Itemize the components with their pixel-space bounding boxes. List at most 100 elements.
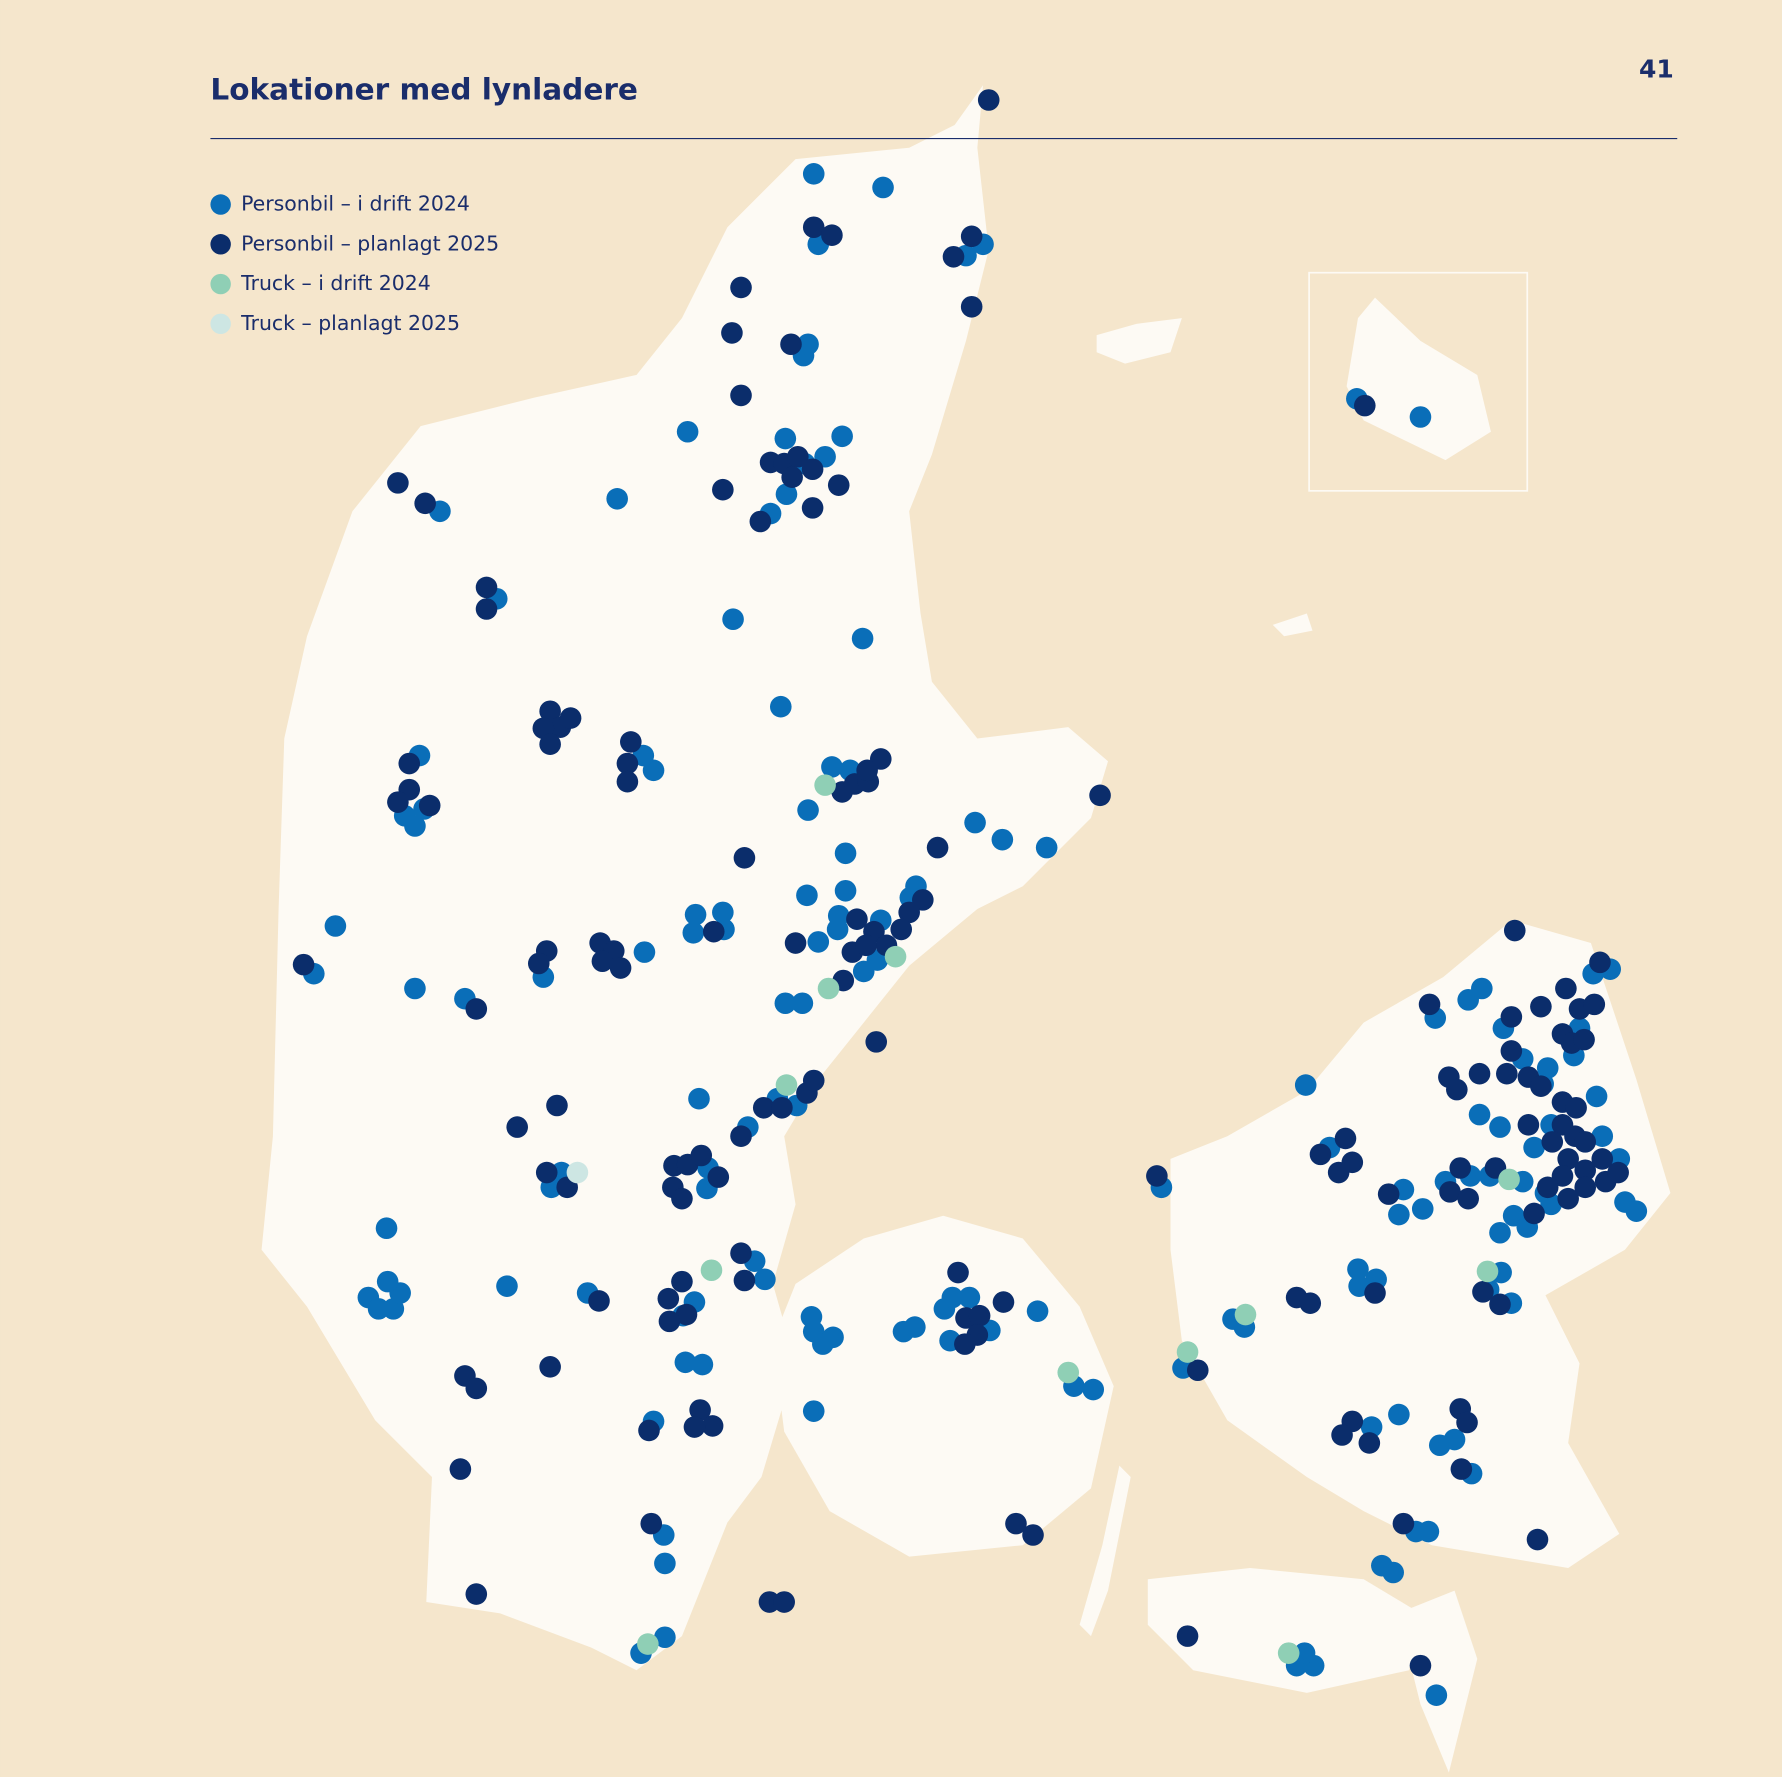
location-marker	[682, 922, 705, 944]
location-marker	[1176, 1625, 1199, 1647]
location-marker	[791, 992, 814, 1015]
location-marker	[414, 492, 436, 515]
location-marker	[1496, 1062, 1518, 1085]
legend-label: Truck – planlagt 2025	[240, 311, 460, 335]
location-marker	[1589, 951, 1611, 974]
location-marker	[1082, 1378, 1105, 1401]
location-marker	[1573, 1028, 1595, 1051]
location-marker	[683, 1416, 706, 1438]
location-marker	[1388, 1203, 1410, 1226]
location-marker	[752, 1096, 775, 1119]
location-marker	[689, 1399, 711, 1421]
location-marker	[758, 1591, 781, 1613]
location-marker	[1457, 1187, 1479, 1210]
location-marker	[1476, 1260, 1499, 1283]
location-marker	[912, 889, 934, 911]
location-marker	[802, 1069, 825, 1092]
location-marker	[404, 977, 426, 1000]
location-marker	[292, 953, 315, 976]
location-marker	[671, 1270, 693, 1293]
location-marker	[588, 1290, 610, 1312]
location-marker	[606, 487, 628, 510]
location-marker	[684, 903, 707, 926]
location-marker	[1417, 1520, 1440, 1543]
location-marker	[674, 1351, 697, 1374]
location-marker	[506, 1116, 528, 1138]
location-marker	[774, 992, 797, 1015]
location-marker	[1523, 1136, 1545, 1159]
location-marker	[1489, 1116, 1511, 1138]
location-marker	[1472, 1281, 1494, 1303]
location-marker	[942, 245, 965, 268]
location-marker	[1557, 1187, 1579, 1210]
location-marker	[1334, 1127, 1357, 1150]
location-marker	[780, 333, 802, 356]
funen	[772, 1215, 1114, 1557]
location-marker	[941, 1286, 964, 1309]
legend-swatch	[210, 313, 231, 335]
location-marker	[771, 1096, 793, 1119]
location-marker	[796, 884, 818, 907]
location-marker	[449, 1458, 472, 1480]
location-marker	[701, 1415, 724, 1437]
location-marker	[1530, 995, 1552, 1018]
location-marker	[475, 576, 498, 599]
location-marker	[1500, 1040, 1523, 1062]
location-marker	[991, 828, 1014, 851]
location-marker	[1574, 1131, 1597, 1153]
location-marker	[1591, 1148, 1614, 1170]
location-marker	[960, 295, 983, 318]
location-marker	[831, 425, 853, 448]
location-marker	[774, 427, 797, 450]
location-marker	[801, 497, 824, 519]
location-marker	[890, 918, 913, 941]
location-marker	[1364, 1282, 1386, 1304]
legend-swatch	[210, 273, 231, 295]
location-marker	[1299, 1292, 1322, 1315]
location-marker	[964, 811, 986, 834]
location-marker	[730, 276, 752, 299]
location-marker	[1468, 1062, 1491, 1085]
location-marker	[566, 1161, 589, 1184]
location-marker	[324, 915, 347, 937]
location-marker	[465, 1377, 488, 1400]
location-marker	[1523, 1202, 1545, 1225]
legend-swatch	[210, 194, 231, 215]
location-marker	[821, 224, 843, 246]
anholt	[1272, 613, 1313, 637]
location-marker	[807, 931, 830, 953]
location-marker	[1005, 1512, 1027, 1535]
location-marker	[884, 945, 907, 968]
location-marker	[638, 1419, 660, 1442]
location-marker	[1353, 394, 1376, 417]
location-marker	[375, 1217, 398, 1240]
location-marker	[802, 163, 825, 185]
location-marker	[721, 322, 743, 344]
location-marker	[1022, 1524, 1044, 1546]
location-marker	[1585, 1085, 1608, 1108]
location-marker	[954, 1333, 976, 1355]
location-marker	[1449, 1157, 1472, 1179]
location-marker	[1489, 1221, 1511, 1244]
location-marker	[1411, 1198, 1434, 1220]
location-marker	[609, 957, 632, 979]
location-marker	[1565, 1096, 1587, 1119]
location-marker	[640, 1512, 663, 1535]
location-marker	[546, 1094, 568, 1117]
location-marker	[1574, 1159, 1597, 1182]
location-marker	[733, 1269, 756, 1292]
location-marker	[977, 89, 1000, 111]
legend-label: Truck – i drift 2024	[240, 271, 431, 295]
location-marker	[1409, 1654, 1432, 1677]
location-marker	[1551, 1165, 1574, 1187]
bornholm	[1346, 297, 1491, 461]
location-marker	[1293, 1642, 1316, 1664]
location-marker	[654, 1626, 676, 1649]
location-marker	[1583, 993, 1606, 1016]
location-marker	[802, 1400, 825, 1422]
location-marker	[1517, 1114, 1540, 1136]
location-marker	[855, 934, 877, 957]
location-marker	[404, 815, 426, 837]
jutland	[261, 85, 1109, 1671]
location-marker	[1341, 1151, 1364, 1174]
